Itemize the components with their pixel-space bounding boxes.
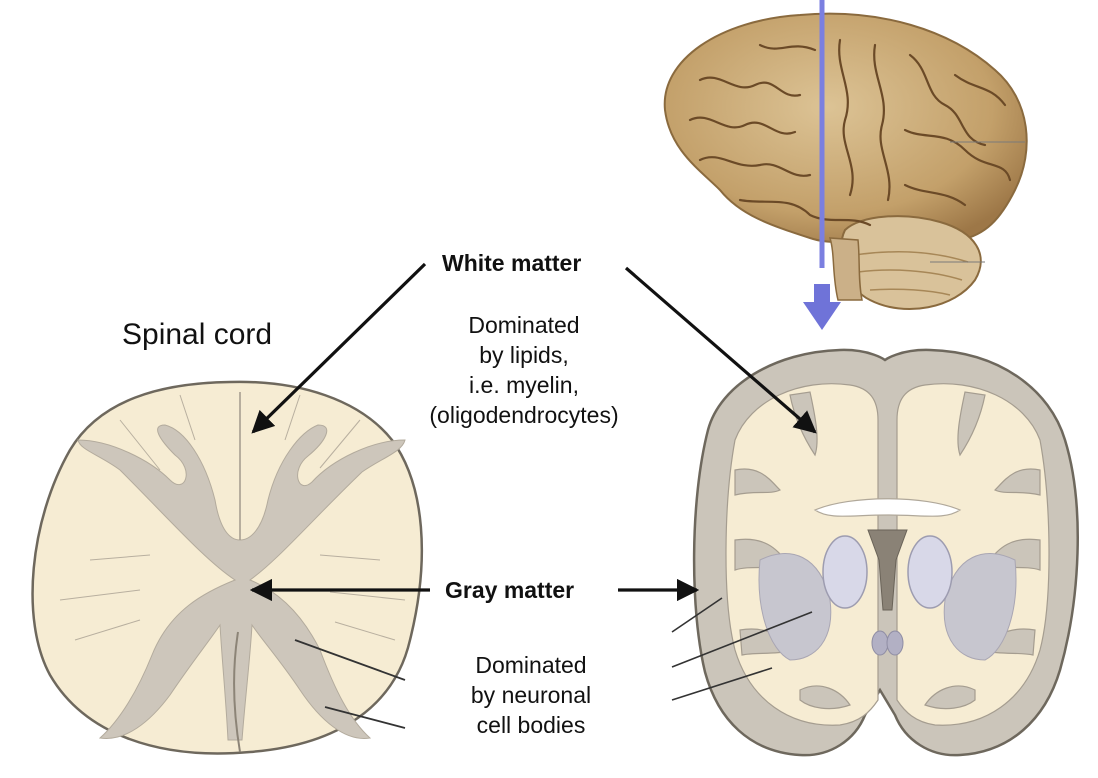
white-matter-description-line: (oligodendrocytes)	[429, 402, 619, 428]
gray-matter-description-line: Dominated	[475, 652, 587, 678]
white-matter-label: White matter	[442, 250, 582, 276]
gray-matter-label: Gray matter	[445, 577, 575, 603]
spinal-cord-label: Spinal cord	[122, 318, 273, 351]
gray-matter-description-line: cell bodies	[476, 712, 586, 738]
white-matter-description: Dominated by lipids, i.e. myelin, (oligo…	[404, 310, 644, 430]
section-plane-indicator	[803, 0, 841, 330]
white-matter-description-line: Dominated	[468, 312, 580, 338]
gray-matter-description: Dominated by neuronal cell bodies	[436, 650, 626, 740]
annotation-arrows	[249, 262, 817, 602]
white-matter-description-line: i.e. myelin,	[469, 372, 579, 398]
white-matter-arrow-brain	[624, 266, 817, 434]
brain-lateral-image	[663, 12, 1028, 311]
coronal-brain-section	[671, 348, 1079, 757]
gray-matter-description-line: by neuronal	[470, 682, 592, 708]
spinal-cord-section	[31, 380, 424, 755]
white-matter-description-line: by lipids,	[479, 342, 569, 368]
white-matter-arrow-spinal	[251, 262, 427, 434]
